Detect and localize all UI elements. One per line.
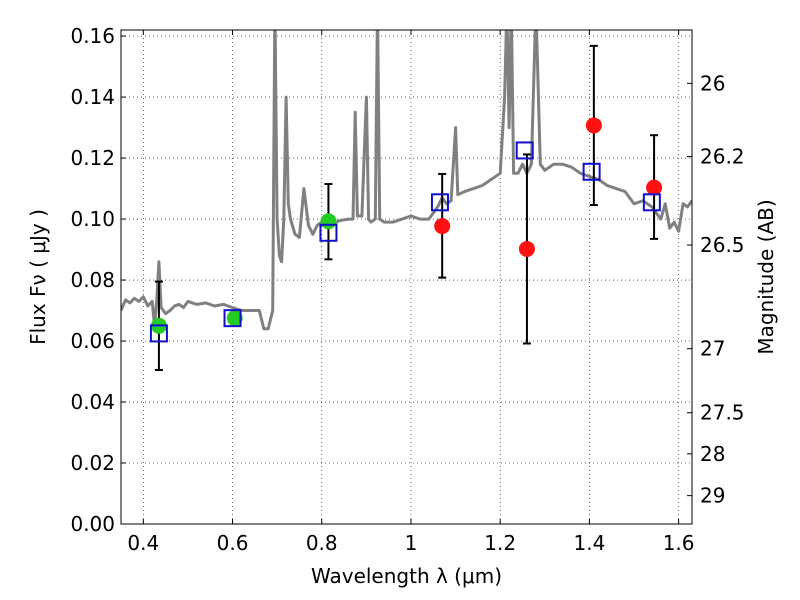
y-axis-label: Flux Fν ( μJy ) <box>26 209 50 345</box>
right-tick-label: 26.5 <box>700 233 745 257</box>
right-tick-label: 27.5 <box>700 401 745 425</box>
data-point <box>518 240 535 257</box>
y-tick-label: 0.14 <box>70 85 115 109</box>
x-tick-label: 0.6 <box>217 531 249 555</box>
y-tick-label: 0.16 <box>70 24 115 48</box>
model-point <box>515 141 534 160</box>
y-tick-label: 0.04 <box>70 390 115 414</box>
spectrum-series <box>121 30 692 331</box>
right-tick-label: 27 <box>700 337 725 361</box>
grid <box>121 30 692 525</box>
data-markers <box>149 117 663 343</box>
plot-frame <box>120 29 693 525</box>
right-tick-label: 28 <box>700 442 725 466</box>
y-tick-label: 0.02 <box>70 451 115 475</box>
right-tick-label: 29 <box>700 484 725 508</box>
x-tick-label: 1.4 <box>573 531 605 555</box>
model-point <box>223 309 242 328</box>
axis-ticks: 0.4 0.6 0.8 1 1.2 1.4 1.6 0.00 0.02 0.04 0.06 0.08 0… <box>70 24 744 555</box>
x-tick-label: 1.6 <box>663 531 695 555</box>
data-point <box>585 117 602 134</box>
y-tick-label: 0.12 <box>70 146 115 170</box>
data-point <box>320 213 337 230</box>
data-point <box>646 179 663 196</box>
y-tick-label: 0.00 <box>70 512 115 536</box>
y-tick-label: 0.06 <box>70 329 115 353</box>
x-tick-label: 1 <box>405 531 418 555</box>
right-tick-label: 26.2 <box>700 145 745 169</box>
x-tick-label: 0.8 <box>306 531 338 555</box>
data-point <box>434 218 451 235</box>
right-axis-label: Magnitude (AB) <box>754 199 778 354</box>
model-point <box>582 162 601 181</box>
x-tick-label: 0.4 <box>127 531 159 555</box>
model-point <box>319 223 338 242</box>
model-point <box>430 193 449 212</box>
y-tick-label: 0.08 <box>70 268 115 292</box>
y-tick-label: 0.10 <box>70 207 115 231</box>
model-point <box>642 193 661 212</box>
x-tick-label: 1.2 <box>484 531 516 555</box>
spectrum-line <box>121 30 692 331</box>
model-point <box>149 324 168 343</box>
right-tick-label: 26 <box>700 71 725 95</box>
x-axis-label: Wavelength λ (μm) <box>311 564 502 588</box>
